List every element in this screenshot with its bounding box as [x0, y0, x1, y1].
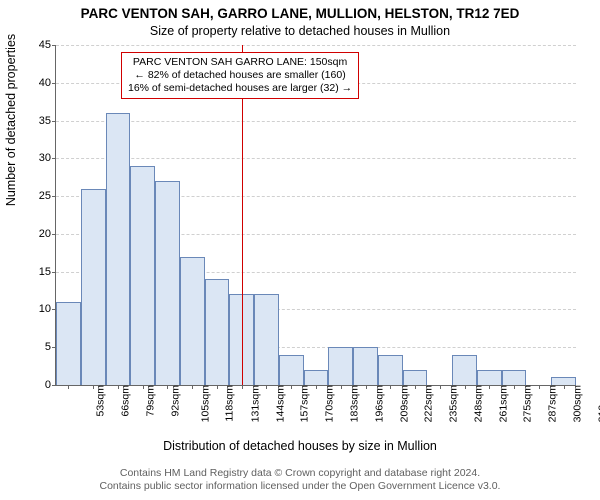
x-tickmark [217, 385, 218, 389]
y-tick: 30 [21, 152, 51, 164]
bar [279, 355, 304, 385]
bar [155, 181, 180, 385]
x-tick: 170sqm [324, 385, 336, 422]
bar [502, 370, 527, 385]
gridline [56, 121, 576, 122]
x-tick: 235sqm [447, 385, 459, 422]
x-tick: 287sqm [546, 385, 558, 422]
x-tick: 209sqm [398, 385, 410, 422]
x-tick: 105sqm [200, 385, 212, 422]
bar [205, 279, 230, 385]
bar [452, 355, 477, 385]
x-tick: 92sqm [169, 385, 181, 417]
bar [180, 257, 205, 385]
x-tickmark [539, 385, 540, 389]
gridline [56, 45, 576, 46]
y-tick: 10 [21, 303, 51, 315]
bar [328, 347, 353, 385]
x-tick: 183sqm [348, 385, 360, 422]
bar [56, 302, 81, 385]
y-axis-label: Number of detached properties [4, 0, 19, 310]
x-tick: 66sqm [120, 385, 132, 417]
x-tick: 53sqm [95, 385, 107, 417]
x-tick: 300sqm [571, 385, 583, 422]
x-tick: 196sqm [373, 385, 385, 422]
x-axis-label: Distribution of detached houses by size … [0, 439, 600, 453]
x-tick: 79sqm [144, 385, 156, 417]
x-tickmark [167, 385, 168, 389]
bar [353, 347, 378, 385]
bar [130, 166, 155, 385]
x-tickmark [68, 385, 69, 389]
x-tick: 222sqm [423, 385, 435, 422]
footer-line-1: Contains HM Land Registry data © Crown c… [0, 467, 600, 479]
bar [551, 377, 576, 385]
y-tick: 5 [21, 341, 51, 353]
x-tickmark [489, 385, 490, 389]
y-tick: 35 [21, 115, 51, 127]
bar [477, 370, 502, 385]
y-tick: 45 [21, 39, 51, 51]
bar [254, 294, 279, 385]
x-tick: 118sqm [224, 385, 236, 422]
y-tick: 20 [21, 228, 51, 240]
footer-line-2: Contains public sector information licen… [0, 480, 600, 492]
x-tickmark [564, 385, 565, 389]
y-tick: 40 [21, 77, 51, 89]
bar [304, 370, 329, 385]
bar [378, 355, 403, 385]
x-tickmark [192, 385, 193, 389]
bar [81, 189, 106, 385]
plot-area: 05101520253035404553sqm66sqm79sqm92sqm10… [55, 45, 576, 386]
x-tickmark [415, 385, 416, 389]
bar [403, 370, 428, 385]
x-tickmark [514, 385, 515, 389]
annotation-line: 16% of semi-detached houses are larger (… [128, 82, 352, 95]
x-tickmark [366, 385, 367, 389]
x-tick: 144sqm [274, 385, 286, 422]
x-tick: 261sqm [497, 385, 509, 422]
x-tickmark [266, 385, 267, 389]
bar [106, 113, 131, 385]
x-tick: 275sqm [522, 385, 534, 422]
x-tickmark [242, 385, 243, 389]
chart-subtitle: Size of property relative to detached ho… [0, 24, 600, 38]
x-tick: 248sqm [472, 385, 484, 422]
x-tickmark [291, 385, 292, 389]
x-tickmark [118, 385, 119, 389]
x-tickmark [143, 385, 144, 389]
x-tick: 313sqm [596, 385, 600, 422]
x-tickmark [390, 385, 391, 389]
x-tickmark [465, 385, 466, 389]
annotation-line: PARC VENTON SAH GARRO LANE: 150sqm [128, 56, 352, 69]
x-tickmark [440, 385, 441, 389]
y-tick: 0 [21, 379, 51, 391]
x-tickmark [93, 385, 94, 389]
gridline [56, 158, 576, 159]
y-tick: 15 [21, 266, 51, 278]
y-tick: 25 [21, 190, 51, 202]
x-tickmark [316, 385, 317, 389]
annotation-line: ← 82% of detached houses are smaller (16… [128, 69, 352, 82]
chart-title: PARC VENTON SAH, GARRO LANE, MULLION, HE… [0, 6, 600, 21]
annotation-box: PARC VENTON SAH GARRO LANE: 150sqm← 82% … [121, 52, 359, 99]
x-tick: 131sqm [249, 385, 261, 422]
x-tick: 157sqm [299, 385, 311, 422]
x-tickmark [341, 385, 342, 389]
